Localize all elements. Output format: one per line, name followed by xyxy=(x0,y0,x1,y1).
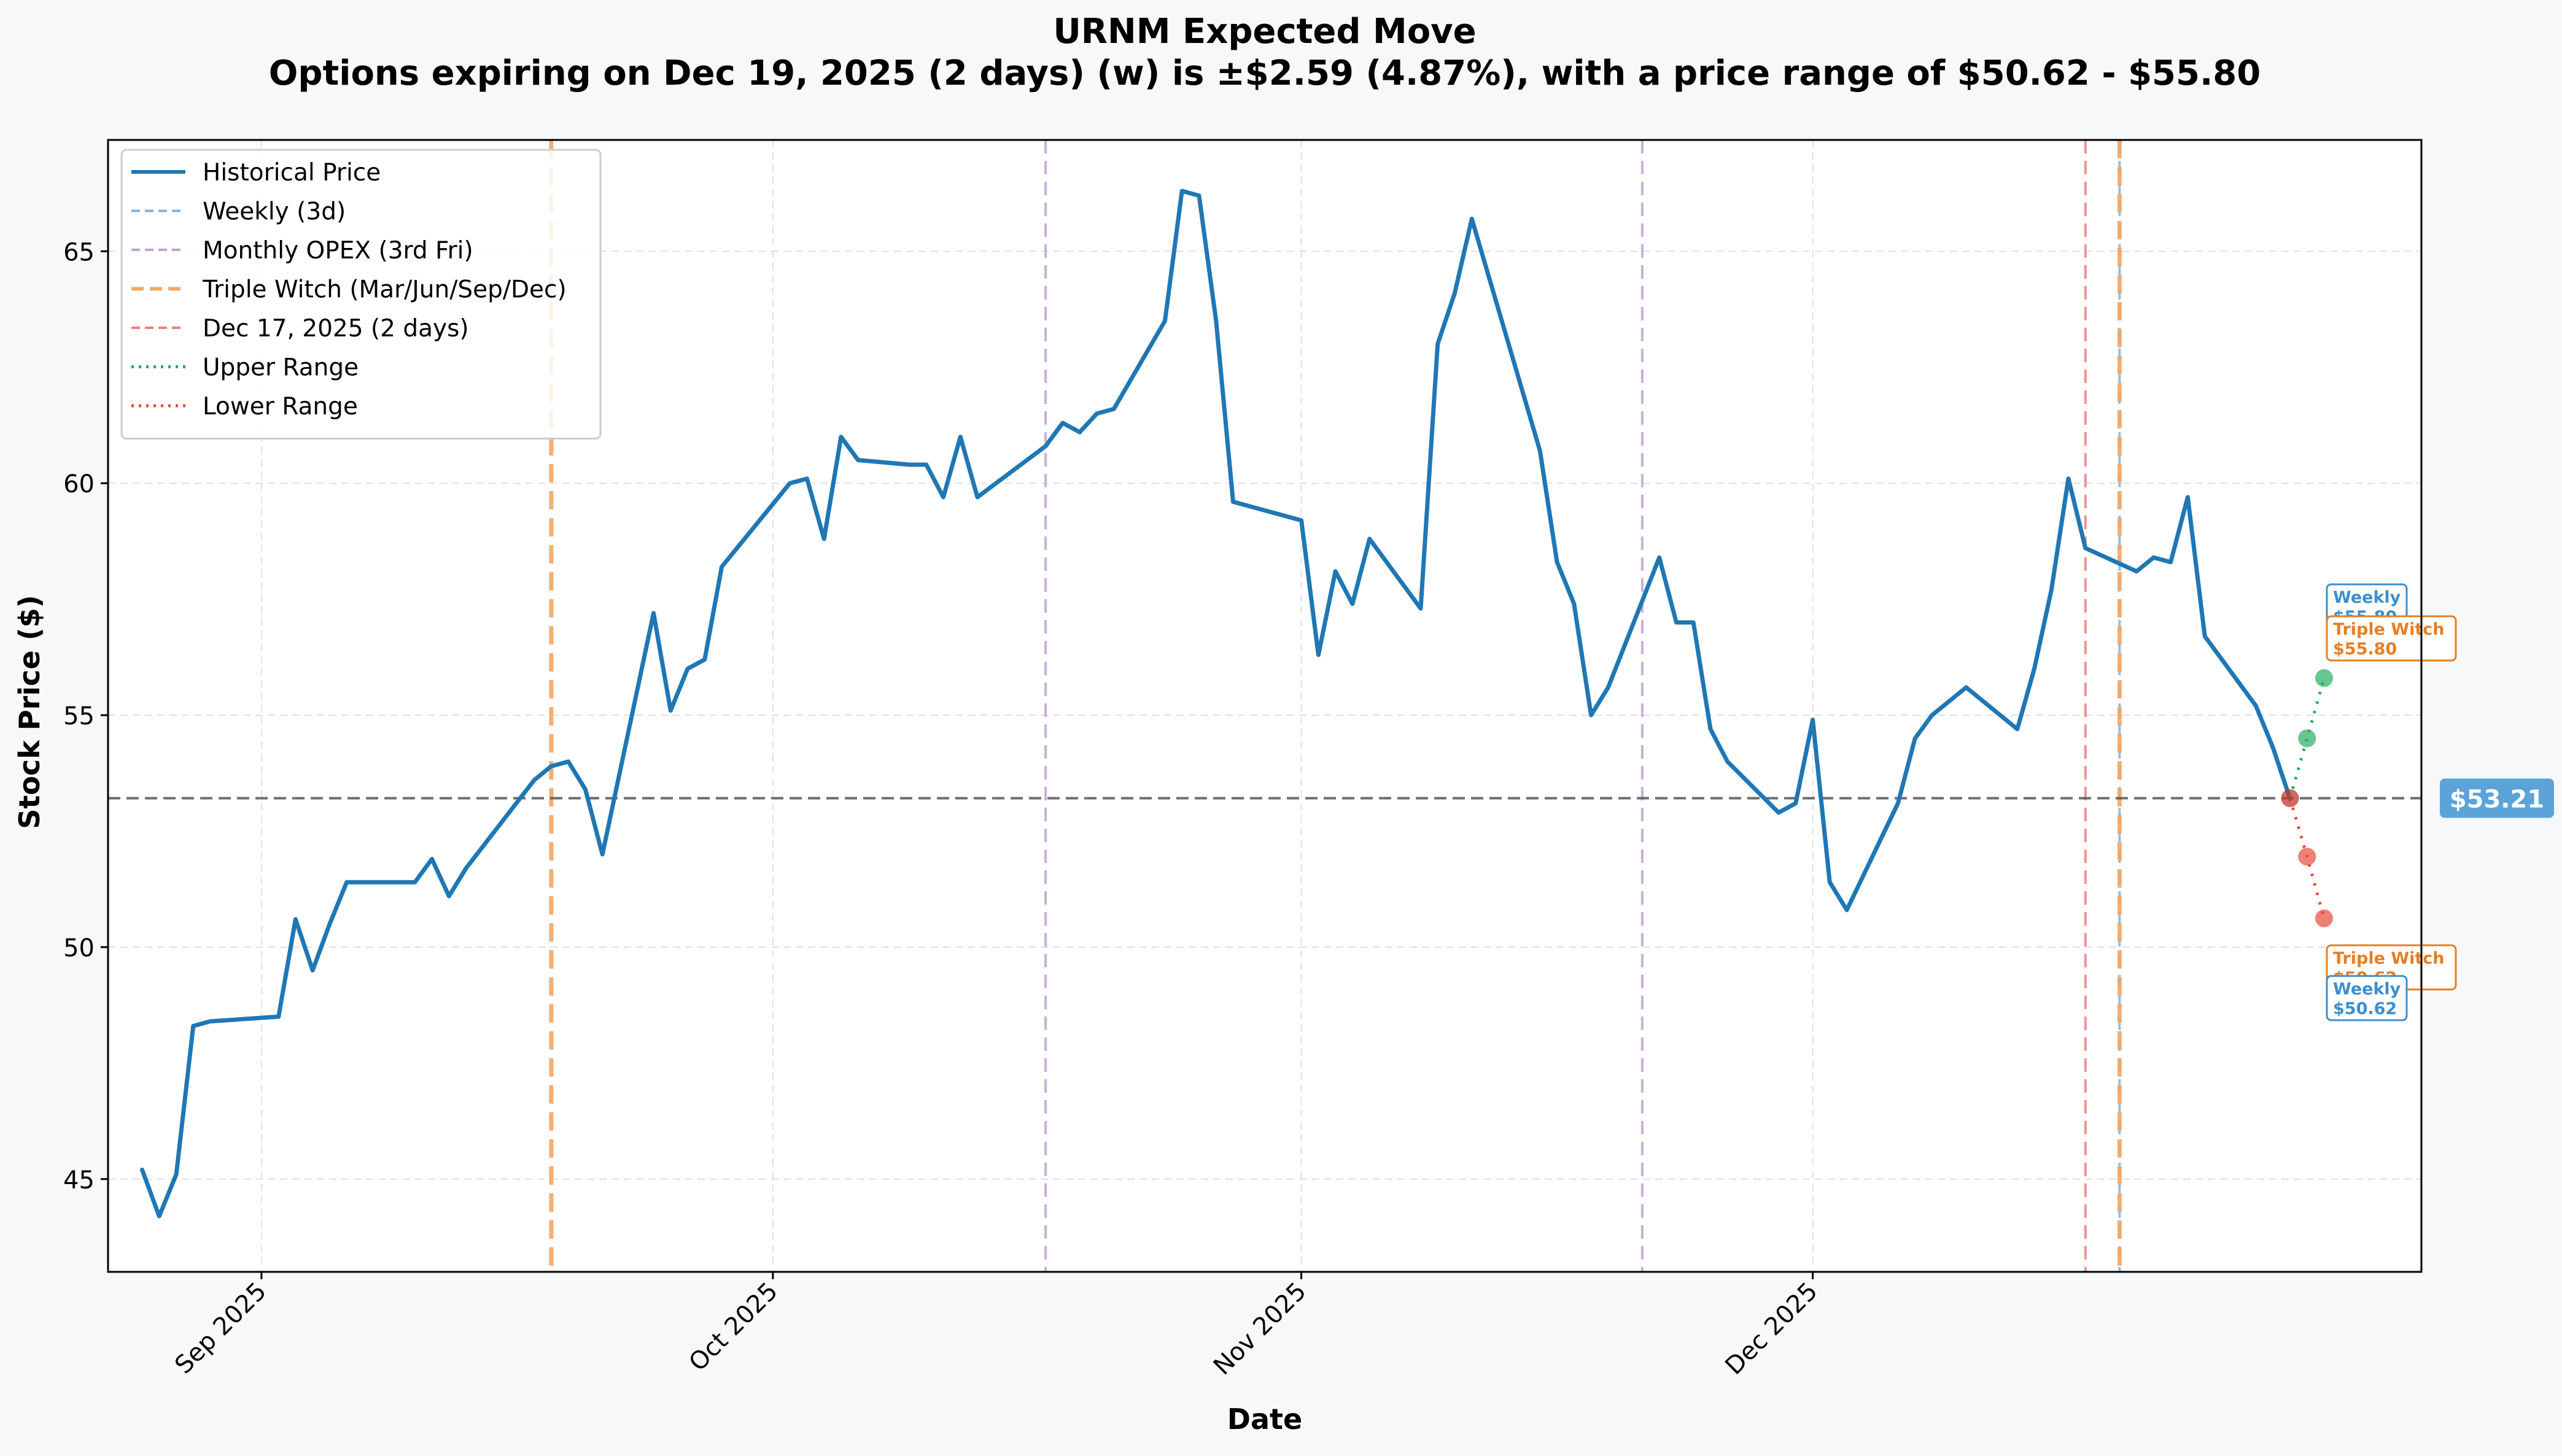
x-tick-label: Nov 2025 xyxy=(1208,1277,1312,1381)
x-axis-label: Date xyxy=(1227,1403,1302,1436)
y-tick-label: 50 xyxy=(63,934,95,962)
current-price-label: $53.21 xyxy=(2450,785,2544,813)
x-tick-label: Dec 2025 xyxy=(1720,1277,1823,1380)
y-axis-label: Stock Price ($) xyxy=(13,595,46,829)
y-tick-label: 45 xyxy=(63,1166,95,1195)
chart-title: URNM Expected Move xyxy=(1053,12,1476,52)
y-tick-label: 55 xyxy=(63,702,95,730)
annotation-title: Triple Witch xyxy=(2333,620,2445,639)
annotation-value: $55.80 xyxy=(2333,640,2397,659)
legend: Historical Price Weekly (3d) Monthly OPEX … xyxy=(120,149,602,440)
legend-label: Upper Range xyxy=(203,354,359,382)
legend-box xyxy=(120,149,602,440)
legend-label: Weekly (3d) xyxy=(203,198,346,226)
annotation-box xyxy=(2326,975,2408,1021)
current-price-point xyxy=(2281,789,2299,807)
annotation-box xyxy=(2326,615,2457,662)
expiry-lines xyxy=(108,140,2421,1272)
x-tick-label: Sep 2025 xyxy=(169,1277,272,1380)
markers xyxy=(2281,669,2334,927)
range-point xyxy=(2315,669,2334,687)
legend-label: Historical Price xyxy=(203,159,381,187)
legend-label: Monthly OPEX (3rd Fri) xyxy=(203,237,473,265)
plot-frame xyxy=(107,139,2423,1273)
y-tick-label: 60 xyxy=(63,470,95,498)
annotation-value: $50.62 xyxy=(2333,999,2397,1018)
current-price-badge xyxy=(2440,778,2554,818)
legend-label: Lower Range xyxy=(203,393,358,420)
series-line-historical-price xyxy=(140,188,2292,1218)
legend-label: Dec 17, 2025 (2 days) xyxy=(203,315,469,343)
annotation-title: Weekly xyxy=(2333,980,2401,999)
y-tick-label: 65 xyxy=(63,238,95,266)
annotation-title: Triple Witch xyxy=(2333,949,2445,968)
range-point xyxy=(2298,729,2316,748)
legend-label: Triple Witch (Mar/Jun/Sep/Dec) xyxy=(202,276,567,304)
range-point xyxy=(2315,909,2334,927)
x-tick-label: Oct 2025 xyxy=(684,1277,783,1377)
annotation-title: Weekly xyxy=(2333,588,2401,607)
series-line-upper-range xyxy=(2288,678,2326,799)
chart-subtitle: Options expiring on Dec 19, 2025 (2 days… xyxy=(269,53,2261,93)
range-point xyxy=(2298,848,2316,866)
